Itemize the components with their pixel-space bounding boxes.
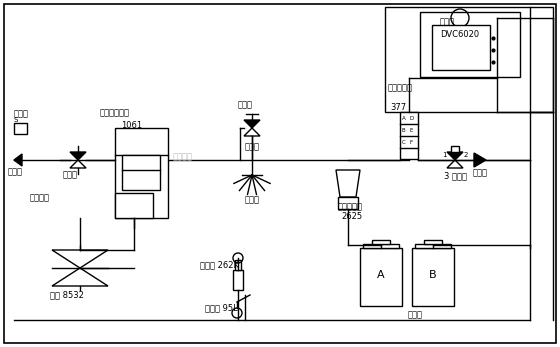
Text: 2: 2 <box>464 152 468 158</box>
Bar <box>338 197 358 209</box>
Text: 快排阀: 快排阀 <box>245 143 259 152</box>
Text: 旁路阀: 旁路阀 <box>237 101 253 110</box>
Text: 排气口: 排气口 <box>8 168 23 177</box>
Polygon shape <box>474 153 486 167</box>
Text: 储气罐: 储气罐 <box>408 311 422 320</box>
Text: DVC6020: DVC6020 <box>440 29 479 39</box>
Text: 定位器: 定位器 <box>440 17 455 26</box>
Text: 3 排气口: 3 排气口 <box>444 171 466 180</box>
Bar <box>420 12 520 77</box>
Text: A: A <box>377 270 385 280</box>
Bar <box>385 7 553 112</box>
Text: 1061: 1061 <box>122 120 143 129</box>
Bar <box>14 123 27 134</box>
Polygon shape <box>447 152 463 160</box>
Bar <box>233 270 243 290</box>
Polygon shape <box>70 152 86 160</box>
Text: 截止阀: 截止阀 <box>63 170 78 179</box>
Bar <box>400 112 418 159</box>
Bar <box>415 244 451 248</box>
Text: A: A <box>402 116 406 120</box>
Text: 蝶阀 8532: 蝶阀 8532 <box>50 290 84 299</box>
Text: 377: 377 <box>390 102 406 111</box>
Text: 单向阀: 单向阀 <box>473 169 488 178</box>
Bar <box>412 248 454 306</box>
Text: 气路放大器: 气路放大器 <box>338 203 363 212</box>
Bar <box>235 260 241 270</box>
Text: 阀位反馈: 阀位反馈 <box>30 194 50 203</box>
Text: 气缸执行机构: 气缸执行机构 <box>100 109 130 118</box>
Bar <box>372 240 390 244</box>
Text: 1: 1 <box>442 152 446 158</box>
Bar <box>363 244 399 248</box>
Bar <box>451 146 459 152</box>
Text: C: C <box>402 139 406 144</box>
Text: B: B <box>402 127 405 133</box>
Text: B: B <box>429 270 437 280</box>
Text: 2625: 2625 <box>342 212 362 220</box>
Text: E: E <box>410 127 413 133</box>
Text: 排气口: 排气口 <box>245 195 259 204</box>
Bar <box>360 248 402 306</box>
Bar <box>115 128 168 218</box>
Bar <box>115 193 153 218</box>
Bar <box>424 240 442 244</box>
Text: 电磁阀: 电磁阀 <box>14 110 29 118</box>
Text: S: S <box>14 117 18 123</box>
Text: 昌晖仪表: 昌晖仪表 <box>173 152 193 161</box>
Polygon shape <box>336 170 360 197</box>
Bar <box>122 155 160 190</box>
Text: 过滤器 262K: 过滤器 262K <box>200 261 239 270</box>
Text: D: D <box>410 116 414 120</box>
Text: 减压阀 95L: 减压阀 95L <box>205 304 238 313</box>
Polygon shape <box>244 120 260 128</box>
Text: F: F <box>410 139 413 144</box>
Polygon shape <box>14 154 22 166</box>
Bar <box>432 25 490 70</box>
Text: 多路转换器: 多路转换器 <box>388 84 413 93</box>
